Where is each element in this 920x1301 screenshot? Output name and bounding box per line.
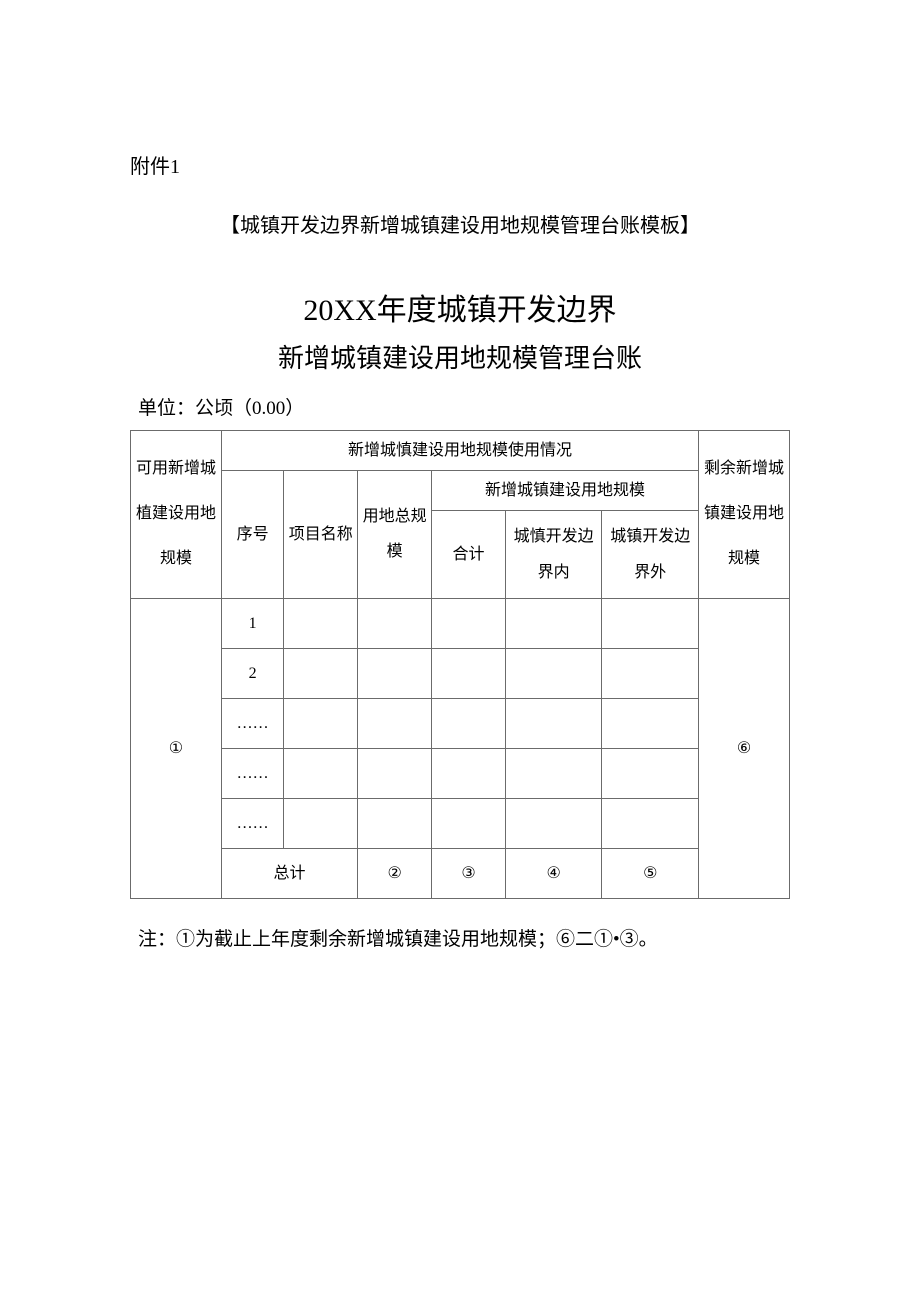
cell-total	[358, 598, 432, 648]
cell-total	[358, 648, 432, 698]
table-row: ① 1 ⑥	[131, 598, 790, 648]
cell-c5: ⑤	[602, 848, 699, 898]
cell-subtotal	[432, 648, 506, 698]
cell-out	[602, 798, 699, 848]
cell-seq: 2	[221, 648, 283, 698]
main-title: 20XX年度城镇开发边界	[130, 288, 790, 333]
header-col-usage-group: 新增城慎建设用地规模使用情况	[221, 431, 698, 471]
cell-total	[358, 748, 432, 798]
cell-in	[505, 648, 602, 698]
cell-in	[505, 748, 602, 798]
cell-total	[358, 698, 432, 748]
cell-in	[505, 798, 602, 848]
sub-title: 新增城镇建设用地规模管理台账	[130, 338, 790, 375]
table-total-row: 总计 ② ③ ④ ⑤	[131, 848, 790, 898]
header-col-remaining: 剩余新增城镇建设用地规模	[699, 431, 790, 599]
cell-col-last-value: ⑥	[699, 598, 790, 898]
header-sub-total: 合计	[432, 511, 506, 598]
template-title: 【城镇开发边界新增城镇建设用地规模管理台账模板】	[130, 209, 790, 238]
cell-name	[284, 698, 358, 748]
cell-name	[284, 748, 358, 798]
header-sub-in: 城慎开发边界内	[505, 511, 602, 598]
ledger-table: 可用新增城植建设用地规模 新增城慎建设用地规模使用情况 剩余新增城镇建设用地规模…	[130, 430, 790, 899]
cell-c3: ③	[432, 848, 506, 898]
cell-name	[284, 598, 358, 648]
cell-out	[602, 698, 699, 748]
header-col-available: 可用新增城植建设用地规模	[131, 431, 222, 599]
cell-c4: ④	[505, 848, 602, 898]
table-row: ……	[131, 748, 790, 798]
header-proj-name: 项目名称	[284, 471, 358, 599]
cell-col1-value: ①	[131, 598, 222, 898]
cell-seq: 1	[221, 598, 283, 648]
header-sub-out: 城镇开发边界外	[602, 511, 699, 598]
cell-subtotal	[432, 598, 506, 648]
table-row: ……	[131, 798, 790, 848]
cell-seq: ……	[221, 748, 283, 798]
table-row: 2	[131, 648, 790, 698]
header-sub-group: 新增城镇建设用地规模	[432, 471, 699, 511]
header-land-total: 用地总规模	[358, 471, 432, 599]
cell-out	[602, 648, 699, 698]
cell-c2: ②	[358, 848, 432, 898]
footnote: 注：①为截止上年度剩余新增城镇建设用地规模；⑥二①•③。	[138, 924, 790, 951]
cell-seq: ……	[221, 698, 283, 748]
cell-seq: ……	[221, 798, 283, 848]
cell-subtotal	[432, 698, 506, 748]
unit-label: 单位：公顷（0.00）	[138, 393, 790, 420]
attachment-label: 附件1	[130, 150, 790, 179]
cell-total-label: 总计	[221, 848, 357, 898]
cell-name	[284, 648, 358, 698]
cell-subtotal	[432, 798, 506, 848]
cell-total	[358, 798, 432, 848]
cell-in	[505, 698, 602, 748]
cell-subtotal	[432, 748, 506, 798]
cell-in	[505, 598, 602, 648]
cell-out	[602, 748, 699, 798]
header-row-1: 可用新增城植建设用地规模 新增城慎建设用地规模使用情况 剩余新增城镇建设用地规模	[131, 431, 790, 471]
cell-out	[602, 598, 699, 648]
header-seq: 序号	[221, 471, 283, 599]
cell-name	[284, 798, 358, 848]
header-row-2: 序号 项目名称 用地总规模 新增城镇建设用地规模	[131, 471, 790, 511]
table-row: ……	[131, 698, 790, 748]
